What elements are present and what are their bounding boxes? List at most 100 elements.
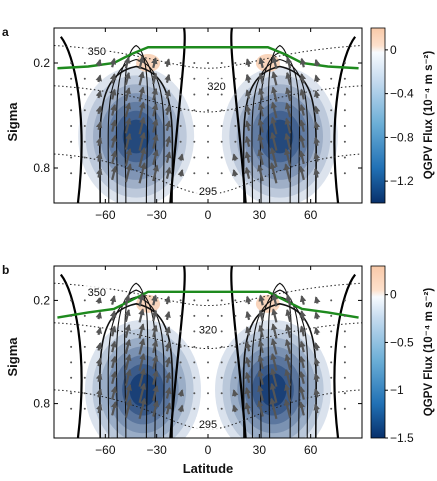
panel-b-vector-arrow <box>110 370 118 384</box>
panel-a-vector-dot <box>179 77 182 80</box>
panel-b-vector-arrow <box>299 340 306 353</box>
panel-b-vector-dot <box>207 361 209 364</box>
panel-b-wind-contour-n-0 <box>267 282 293 438</box>
panel-a-vector-dot <box>343 77 346 80</box>
panel-a-vector-arrow <box>257 149 264 166</box>
panel-a-vector-arrow <box>244 151 252 163</box>
panel-b-vector-arrow <box>257 369 264 385</box>
panel-a-zero-contour-n <box>333 36 357 203</box>
panel-a-vector-dot <box>220 156 223 159</box>
panel-a-vector-dot <box>70 172 73 175</box>
panel-b-colorbar-label: QGPV Flux (10⁻⁴ m s⁻²) <box>423 288 435 417</box>
panel-b-vector-arrow <box>151 339 159 354</box>
panel-a-vector-arrow <box>124 87 131 102</box>
panel-a-vector-dot <box>343 62 346 64</box>
panel-b-vector-arrow <box>109 310 117 321</box>
panel-b-vector-arrow <box>257 354 265 370</box>
panel-b-vector-arrow <box>283 398 292 418</box>
panel-b-vector-arrow <box>258 309 265 322</box>
panel-a-vector-arrow <box>257 103 265 117</box>
panel-a-zero-contour-s <box>59 36 83 203</box>
panel-a-vector-arrow <box>299 88 306 100</box>
panel-a-vector-dot <box>83 125 86 127</box>
panel-a-vector-dot <box>83 93 86 96</box>
panel-b-vector-arrow <box>110 385 118 400</box>
panel-b-vector-arrow <box>313 311 321 320</box>
panel-a-ytick-label: 0.8 <box>33 161 50 175</box>
panel-b-vector-dot <box>207 407 209 410</box>
panel-b-vector-arrow <box>95 342 103 351</box>
panel-a-vector-dot <box>179 140 182 143</box>
panel-b-vector-dot <box>83 345 86 348</box>
panel-a-vector-dot <box>207 109 209 112</box>
panel-a-vector-arrow <box>285 87 292 102</box>
panel-b-zero-contour-eq-n <box>230 266 247 438</box>
panel-a-vector-arrow <box>245 89 252 99</box>
panel-a-vector-arrow <box>151 72 158 85</box>
panel-b-vector-dot <box>83 330 86 333</box>
panel-a-colorbar-tick-label: −1.2 <box>390 174 414 188</box>
panel-a-vector-dot <box>330 125 333 127</box>
panel-a-vector-arrow <box>283 163 292 183</box>
panel-b-colorbar <box>370 265 386 439</box>
panel-a-vector-arrow <box>137 56 145 70</box>
panel-a-theta-350 <box>54 45 362 69</box>
panel-a-vector-arrow <box>258 57 265 69</box>
panel-a-vector-dot <box>70 93 73 96</box>
panel-b-contour-label-bg-2 <box>196 417 220 431</box>
panel-a-vector-arrow <box>164 151 172 163</box>
panel-b-vector-dot <box>207 314 209 317</box>
panel-b-vector-dot <box>234 376 237 379</box>
panel-b-vector-arrow <box>284 353 292 370</box>
panel-a-vector-arrow <box>257 164 264 182</box>
panel-b-vector-dot <box>220 314 223 317</box>
panel-a-vector-arrow <box>164 89 171 99</box>
panel-b-contour-label-2: 295 <box>199 419 217 431</box>
panel-a-vector-dot <box>220 109 223 112</box>
panel-a-vector-arrow <box>313 105 321 115</box>
panel-a-flux-positive-3 <box>255 54 280 72</box>
panel-a-vector-dot <box>234 109 237 112</box>
panel-a-vector-arrow <box>298 165 306 181</box>
panel-a-zero-contour-eq-n <box>230 28 247 203</box>
panel-a-vector-arrow <box>257 118 265 133</box>
panel-a-vector-arrow <box>299 119 306 132</box>
panel-b-vector-dot <box>83 407 86 410</box>
panel-a-colorbar-tick-label: −0.8 <box>390 130 414 144</box>
panel-a-wind-contour-s-0 <box>123 44 149 203</box>
panel-a-vector-arrow <box>231 169 239 177</box>
panel-b-xtick-label: 30 <box>253 443 267 457</box>
panel-a-vector-arrow <box>124 148 132 167</box>
panel-b-vector-arrow <box>164 387 172 399</box>
panel-a-vector-arrow <box>138 101 146 119</box>
panel-b-vector-arrow <box>313 326 321 336</box>
panel-b-theta-350 <box>54 282 362 307</box>
panel-b-vector-arrow <box>110 355 117 369</box>
panel-a-vector-dot <box>343 140 346 143</box>
panel-a-vector-arrow <box>298 134 306 148</box>
panel-a-vector-arrow <box>165 166 172 179</box>
panel-a-vector-dot <box>193 77 196 80</box>
panel-a-vector-dot <box>234 62 237 64</box>
panel-b-vector-arrow <box>95 311 103 320</box>
panel-a-vector-dot <box>193 140 196 143</box>
panel-b-vector-arrow <box>124 323 131 338</box>
panel-b-vector-arrow <box>138 323 145 339</box>
panel-a-vector-arrow <box>109 57 117 68</box>
panel-b-vector-dot <box>330 299 333 302</box>
panel-a-vector-dot <box>207 62 209 64</box>
panel-b-vector-dot <box>193 330 196 333</box>
panel-b-vector-arrow <box>96 403 103 414</box>
panel-a-flux-blob-1-level-6 <box>266 119 294 154</box>
panel-a-vector-arrow <box>95 89 103 99</box>
panel-a-vector-dot <box>70 62 73 64</box>
panel-a-vector-arrow <box>299 57 307 68</box>
panel-a-vector-arrow <box>151 57 158 69</box>
panel-a-vector-dot <box>179 62 182 64</box>
panel-a-vector-arrow <box>124 56 131 69</box>
panel-a-vector-arrow <box>269 162 278 184</box>
panel-b-vector-arrow <box>244 341 252 352</box>
panel-a-contour-label-2: 295 <box>199 186 217 198</box>
panel-b-vector-arrow <box>110 325 117 337</box>
